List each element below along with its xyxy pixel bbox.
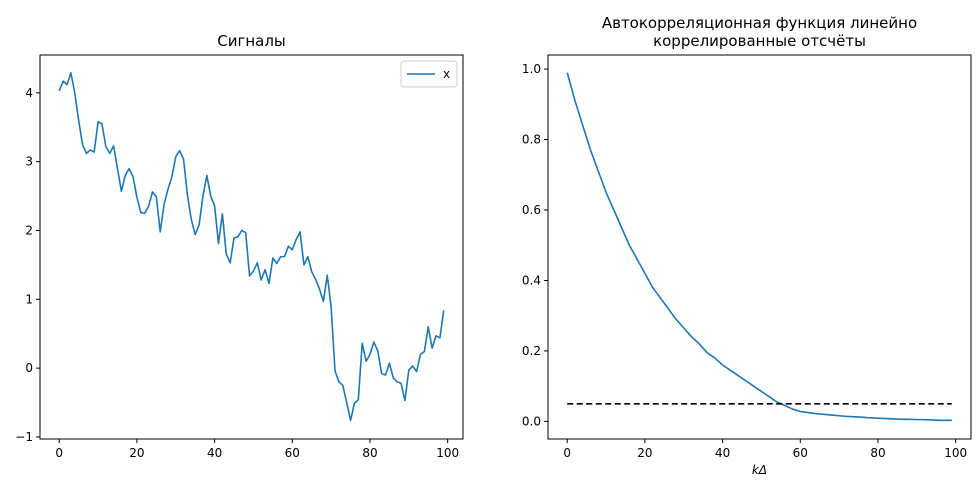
autocorrelation-title-line: коррелированные отсчёты xyxy=(653,32,866,50)
autocorrelation-chart: Автокорреляционная функция линейно коррел… xyxy=(522,14,972,477)
autocorrelation-x-tick-label: 60 xyxy=(793,446,808,460)
autocorrelation-title-line: Автокорреляционная функция линейно xyxy=(602,14,917,32)
signals-chart: Сигналы 0 20 40 60 80 100 −1 0 1 2 3 4 x xyxy=(15,32,464,460)
signals-y-tick-label: 1 xyxy=(25,292,33,306)
signals-x-ticks: 0 20 40 60 80 100 xyxy=(55,439,459,460)
autocorrelation-axes-frame xyxy=(547,54,972,440)
signals-y-tick-label: −1 xyxy=(15,430,33,444)
autocorrelation-y-tick-label: 0.8 xyxy=(522,133,541,147)
autocorrelation-x-tick-label: 80 xyxy=(870,446,885,460)
autocorrelation-x-tick-label: 40 xyxy=(715,446,730,460)
signals-x-tick-label: 0 xyxy=(55,446,63,460)
autocorrelation-x-axis-label: kΔ xyxy=(752,463,767,477)
signals-y-ticks: −1 0 1 2 3 4 xyxy=(15,86,40,444)
autocorrelation-x-ticks: 0 20 40 60 80 100 xyxy=(563,439,967,460)
autocorrelation-chart-title: Автокорреляционная функция линейно коррел… xyxy=(602,14,917,50)
signals-y-tick-label: 2 xyxy=(25,223,33,237)
signals-y-tick-label: 3 xyxy=(25,155,33,169)
signals-y-tick-label: 4 xyxy=(25,86,33,100)
autocorrelation-y-tick-label: 0.0 xyxy=(522,414,541,428)
signals-title-line: Сигналы xyxy=(217,32,286,50)
autocorrelation-y-tick-label: 0.2 xyxy=(522,344,541,358)
signals-x-tick-label: 40 xyxy=(207,446,222,460)
signals-x-tick-label: 100 xyxy=(436,446,459,460)
signals-axes-frame xyxy=(39,54,464,440)
autocorrelation-y-ticks: 0.0 0.2 0.4 0.6 0.8 1.0 xyxy=(522,62,548,428)
signals-x-tick-label: 80 xyxy=(362,446,377,460)
autocorrelation-x-tick-label: 100 xyxy=(944,446,967,460)
signals-y-tick-label: 0 xyxy=(25,361,33,375)
autocorrelation-x-tick-label: 0 xyxy=(563,446,571,460)
signals-x-tick-label: 20 xyxy=(129,446,144,460)
autocorrelation-y-tick-label: 1.0 xyxy=(522,62,541,76)
signals-x-tick-label: 60 xyxy=(285,446,300,460)
signals-series-layer xyxy=(58,72,445,422)
autocorrelation-x-tick-label: 20 xyxy=(637,446,652,460)
signals-legend: x xyxy=(400,60,458,88)
legend-label-x: x xyxy=(443,67,450,81)
autocorrelation-y-tick-label: 0.6 xyxy=(522,203,541,217)
signals-chart-title: Сигналы xyxy=(217,32,286,50)
autocorrelation-y-tick-label: 0.4 xyxy=(522,273,541,287)
autocorrelation-series-line-0 xyxy=(566,72,952,422)
signals-series-line-0 xyxy=(58,72,445,422)
autocorrelation-series-layer xyxy=(566,72,952,422)
